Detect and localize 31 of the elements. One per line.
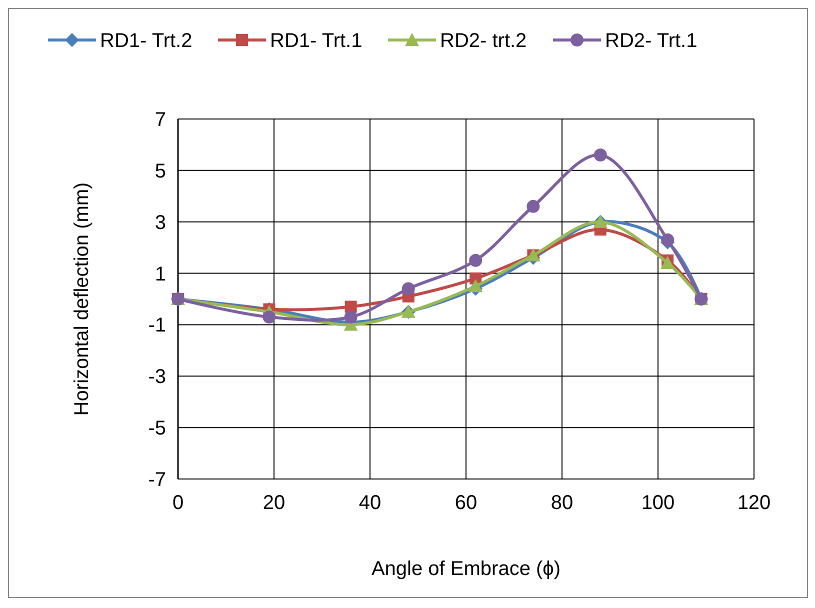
- y-tick-label: -1: [148, 314, 166, 337]
- x-axis-title: Angle of Embrace (ϕ): [371, 558, 561, 580]
- legend-label: RD2- trt.2: [440, 30, 527, 52]
- point: [262, 310, 276, 324]
- point: [344, 310, 358, 324]
- point: [661, 233, 674, 246]
- legend-label: RD1- Trt.2: [100, 30, 192, 52]
- y-tick-label: 3: [154, 212, 166, 234]
- point: [469, 254, 482, 267]
- point: [594, 148, 607, 162]
- x-tick-label: 120: [737, 492, 771, 514]
- y-tick-label: -5: [148, 418, 166, 440]
- point: [468, 279, 483, 292]
- y-tick-label: 7: [154, 109, 166, 131]
- y-axis-title: Horizontal deflection (mm): [71, 182, 93, 416]
- x-tick-label: 0: [172, 492, 184, 514]
- x-tick-label: 100: [641, 492, 675, 514]
- x-tick-label: 60: [454, 492, 478, 514]
- y-tick-label: -7: [148, 469, 166, 491]
- point: [344, 300, 357, 313]
- y-tick-label: -3: [148, 366, 166, 388]
- x-tick-label: 40: [358, 492, 382, 514]
- point: [526, 200, 540, 213]
- x-tick-label: 80: [550, 492, 574, 514]
- point: [402, 282, 415, 296]
- legend-label: RD2- Trt.1: [605, 30, 698, 52]
- x-tick-label: 20: [262, 492, 286, 514]
- point: [660, 256, 675, 269]
- y-tick-label: 1: [154, 263, 166, 286]
- legend-label: RD1- Trt.1: [270, 30, 362, 52]
- y-tick-label: 5: [154, 160, 166, 182]
